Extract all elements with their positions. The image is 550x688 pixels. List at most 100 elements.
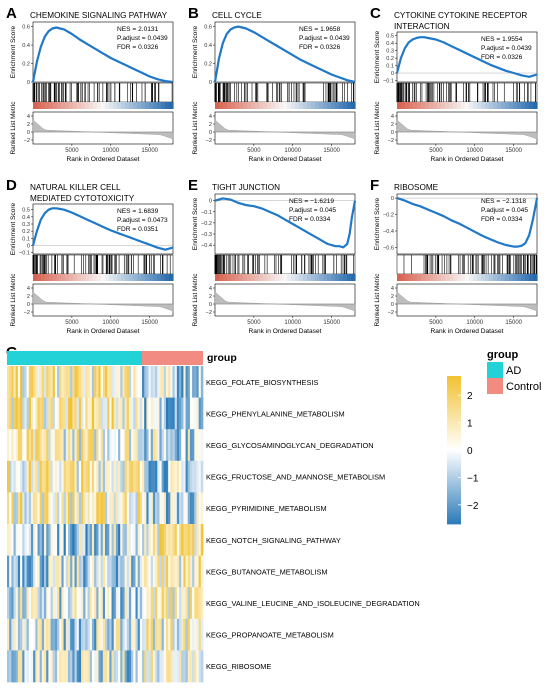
heatmap-cell [33,650,36,683]
heatmap-cell [192,397,195,430]
heatmap-cell [54,429,58,462]
rank-plot-frame [396,111,538,145]
colorbar-segment [447,496,461,500]
heatmap-cell [81,492,84,525]
colorbar-segment [447,410,461,414]
heatmap-cell [124,460,128,493]
rank-color-cell [235,102,240,109]
heatmap-cell [170,524,173,556]
heatmap-cell [102,397,106,430]
heatmap-cell [113,587,117,620]
colorbar-segment [447,400,461,404]
legend-swatch-ad [487,362,503,378]
panel-title: INTERACTION [394,22,450,31]
heatmap-cell [54,492,58,525]
rank-color-cell [323,102,328,109]
heatmap-cell [54,524,58,556]
rank-color-cell [65,102,70,109]
rank-color-cell [291,274,296,281]
colorbar-segment [447,477,461,480]
heatmap-cell [59,492,62,525]
stat-line: FDR = 0.0326 [117,44,159,51]
heatmap-cell [24,618,27,651]
heatmap-cell [81,618,84,651]
heatmap-cell [72,366,75,398]
colorbar-segment [447,491,461,495]
rank-color-cell [331,102,336,109]
rank-color-cell [445,274,450,281]
group-bar-control [142,351,203,365]
heatmap-cell [74,492,78,525]
rank-plot-frame [32,283,174,317]
colorbar-segment [447,420,461,424]
heatmap-cell [135,397,139,430]
heatmap-cell [174,524,178,556]
heatmap-cell [70,555,73,588]
heatmap-cell [137,460,141,493]
heatmap-cell [115,397,119,430]
rank-color-cell [307,102,312,109]
heatmap-cell [13,618,17,651]
heatmap-cell [142,555,145,588]
heatmap-cell [7,429,10,462]
heatmap-cell [174,587,178,620]
heatmap-cell [20,618,23,651]
heatmap-cell [146,460,149,493]
heatmap-cell [91,397,95,430]
heatmap-cell [120,366,123,398]
heatmap-cell [148,555,152,588]
heatmap-cell [48,524,51,556]
heatmap-cell [83,650,86,683]
rank-axis-label: Ranked List Metric [192,101,199,155]
heatmap-cell [65,460,69,493]
colorbar-segment [447,388,461,392]
heatmap-cell [187,492,191,525]
heatmap-cell [155,587,158,620]
rank-color-cell [121,102,126,109]
heatmap-cell [26,492,30,525]
heatmap-cell [148,618,152,651]
colorbar-segment [447,415,461,419]
colorbar-segment [447,398,461,402]
heatmap-cell [148,366,152,398]
heatmap-cell [13,492,17,525]
colorbar-segment [447,484,461,488]
rank-color-cell [93,274,98,281]
heatmap-cell [152,650,156,683]
heatmap-cell [124,524,128,556]
heatmap-cell [185,366,189,398]
heatmap-cell [126,366,130,398]
y-axis-label: Enrichment Score [374,197,381,250]
rank-color-cell [77,102,82,109]
heatmap-cell [15,366,19,398]
heatmap-cell [183,366,186,398]
heatmap-cell [200,366,204,398]
heatmap-cell [115,587,119,620]
heatmap-cell [67,366,71,398]
rank-color-cell [315,274,320,281]
heatmap-cell [61,397,64,430]
rank-y-tick-label: 4 [27,286,30,292]
rank-color-cell [453,102,458,109]
heatmap-cell [98,492,101,525]
heatmap-cell [111,429,115,462]
heatmap-cell [54,460,58,493]
heatmap-cell [152,618,156,651]
heatmap-cell [35,366,38,398]
heatmap-cell [65,618,69,651]
heatmap-cell [11,650,14,683]
heatmap-cell [124,366,128,398]
heatmap-cell [109,397,112,430]
colorbar-segment [447,385,461,389]
rank-color-cell [65,274,70,281]
heatmap-cell [118,429,121,462]
rank-color-cell [425,102,430,109]
heatmap-cell [146,397,149,430]
heatmap-cell [122,555,125,588]
y-tick-label: 0.6 [22,25,30,31]
heatmap-cell [54,587,58,620]
heatmap-cell [196,492,199,525]
heatmap-cell [157,366,160,398]
heatmap-cell [170,429,173,462]
x-tick-label: 5000 [65,148,79,154]
